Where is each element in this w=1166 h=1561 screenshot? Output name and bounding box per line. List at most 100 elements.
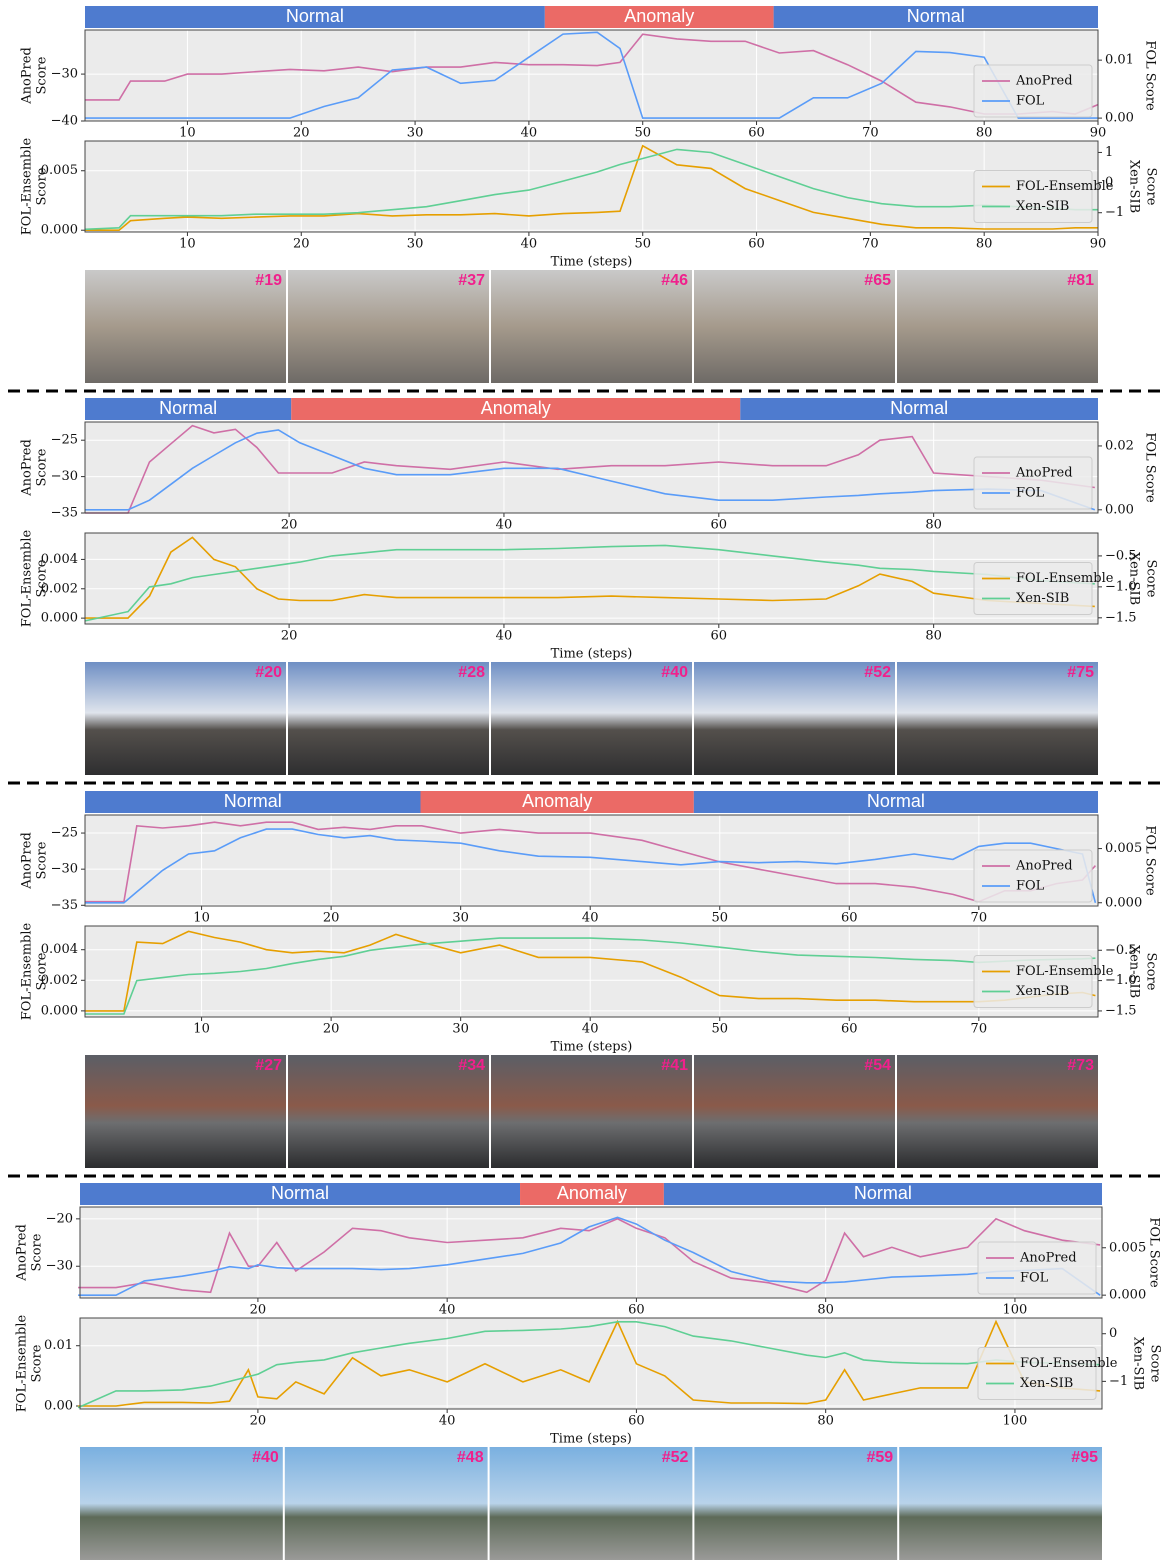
frame-label: #28 (458, 664, 485, 681)
y2-axis-label: Score (1144, 168, 1159, 206)
y-tick-label: −25 (51, 433, 78, 448)
x-tick-label: 30 (452, 1022, 469, 1037)
x-tick-label: 60 (628, 1303, 645, 1318)
frame-label: #19 (255, 272, 282, 289)
y-tick-label: −30 (46, 1259, 73, 1274)
y2-axis-label: FOL Score (1143, 432, 1158, 503)
frame-label: #48 (457, 1449, 484, 1466)
y-tick-label: −40 (51, 114, 78, 129)
segment-label: Normal (224, 791, 282, 811)
frame-label: #46 (661, 272, 688, 289)
x-tick-label: 40 (439, 1414, 456, 1429)
y2-tick-label: 0.005 (1105, 841, 1142, 856)
x-tick-label: 20 (250, 1303, 267, 1318)
legend-label: Xen-SIB (1016, 984, 1069, 999)
frame-label: #65 (864, 272, 891, 289)
line-chart: 102030405060700.0000.0020.004−1.5−1.0−0.… (20, 922, 1159, 1054)
x-tick-label: 60 (841, 911, 858, 926)
x-tick-label: 60 (711, 629, 728, 644)
y-tick-label: 0.00 (44, 1398, 73, 1413)
y-tick-label: 0.000 (41, 611, 78, 626)
x-tick-label: 80 (817, 1303, 834, 1318)
x-tick-label: 80 (817, 1414, 834, 1429)
y2-tick-label: 0.01 (1105, 53, 1134, 68)
x-tick-label: 60 (748, 237, 765, 252)
legend-label: AnoPred (1015, 466, 1073, 481)
figure: 102030405060708090−40−300.000.01AnoPredS… (0, 0, 1166, 1561)
x-tick-label: 70 (971, 911, 988, 926)
x-tick-label: 70 (862, 237, 879, 252)
legend-label: FOL (1016, 486, 1045, 501)
y-tick-label: −30 (51, 67, 78, 82)
y2-axis-label: Xen-SIB (1127, 160, 1142, 213)
y-tick-label: −35 (51, 506, 78, 521)
legend-label: Xen-SIB (1016, 199, 1069, 214)
x-tick-label: 20 (293, 126, 310, 141)
legend-label: FOL-Ensemble (1016, 179, 1114, 194)
y2-tick-label: 0.000 (1109, 1288, 1146, 1303)
line-chart: 1020304050607080900.0000.005−101FOL-Ense… (20, 137, 1159, 269)
legend-label: FOL (1020, 1271, 1049, 1286)
frame-label: #52 (662, 1449, 689, 1466)
frame-label: #95 (1071, 1449, 1098, 1466)
segment-label: Normal (854, 1183, 912, 1203)
y2-tick-label: 1 (1105, 145, 1113, 160)
legend-label: Xen-SIB (1016, 591, 1069, 606)
y2-axis-label: Score (1144, 560, 1159, 598)
segment-label: Anomaly (522, 791, 592, 811)
segment-label: Anomaly (481, 398, 551, 418)
legend-label: FOL (1016, 879, 1045, 894)
line-chart: 10203040506070−35−30−250.0000.005AnoPred… (20, 815, 1158, 926)
y2-axis-label: Xen-SIB (1131, 1337, 1146, 1390)
x-tick-label: 10 (193, 1022, 210, 1037)
segment-label: Normal (907, 6, 965, 26)
x-tick-label: 100 (1003, 1303, 1028, 1318)
y-axis-label: FOL-Ensemble (20, 922, 35, 1020)
x-tick-label: 70 (971, 1022, 988, 1037)
y-tick-label: −20 (46, 1211, 73, 1226)
segment-label: Normal (286, 6, 344, 26)
y2-tick-label: 0.005 (1109, 1240, 1146, 1255)
x-tick-label: 40 (496, 629, 513, 644)
segment-label: Normal (159, 398, 217, 418)
x-tick-label: 60 (748, 126, 765, 141)
x-tick-label: 50 (634, 237, 651, 252)
segment-label: Anomaly (624, 6, 694, 26)
x-tick-label: 50 (711, 1022, 728, 1037)
legend-label: AnoPred (1019, 1251, 1077, 1266)
x-tick-label: 40 (521, 237, 538, 252)
legend: AnoPred FOL (974, 850, 1092, 902)
x-tick-label: 100 (1003, 1414, 1028, 1429)
y-axis-label: Score (30, 1344, 45, 1382)
y-axis-label: AnoPred (15, 1224, 30, 1282)
x-tick-label: 20 (250, 1414, 267, 1429)
y2-axis-label: Score (1148, 1345, 1163, 1383)
x-tick-label: 60 (711, 518, 728, 533)
x-tick-label: 80 (925, 518, 942, 533)
x-tick-label: 30 (407, 237, 424, 252)
y-axis-label: Score (35, 167, 50, 205)
x-tick-label: 40 (582, 1022, 599, 1037)
segment-label: Normal (271, 1183, 329, 1203)
frame-label: #52 (864, 664, 891, 681)
y-tick-label: −30 (51, 469, 78, 484)
x-tick-label: 40 (496, 518, 513, 533)
x-tick-label: 80 (976, 237, 993, 252)
legend-label: Xen-SIB (1020, 1376, 1073, 1391)
legend-label: FOL (1016, 94, 1045, 109)
y2-axis-label: FOL Score (1147, 1217, 1162, 1288)
x-tick-label: 40 (521, 126, 538, 141)
legend-label: AnoPred (1015, 74, 1073, 89)
frame-label: #27 (255, 1057, 282, 1074)
legend-label: FOL-Ensemble (1016, 571, 1114, 586)
legend-label: AnoPred (1015, 859, 1073, 874)
x-tick-label: 10 (179, 126, 196, 141)
x-tick-label: 30 (452, 911, 469, 926)
y-axis-label: AnoPred (20, 832, 35, 890)
x-axis-label: Time (steps) (551, 255, 633, 270)
x-tick-label: 10 (179, 237, 196, 252)
y-axis-label: AnoPred (20, 47, 35, 105)
